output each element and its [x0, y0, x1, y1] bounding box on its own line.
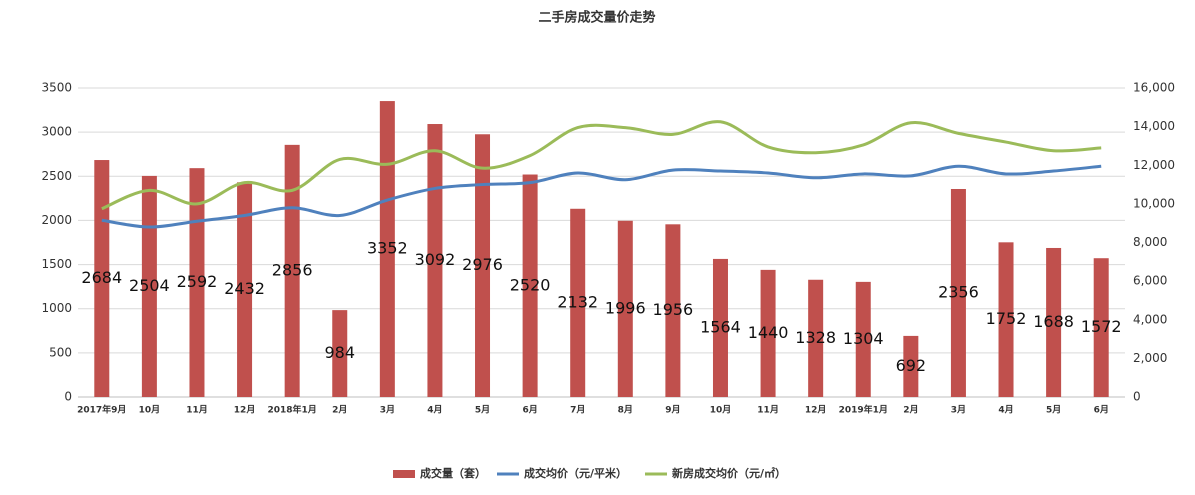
bar: [475, 134, 491, 397]
x-tick-label: 6月: [1094, 405, 1109, 416]
line: [101, 120, 1102, 211]
data-label: 2132: [557, 292, 598, 311]
bar: [332, 310, 348, 397]
x-tick-label: 8月: [618, 405, 633, 416]
bar: [903, 335, 919, 397]
data-label: 2520: [510, 275, 551, 294]
y-tick-label: 3000: [41, 125, 72, 139]
y-tick-label: 0: [64, 390, 72, 404]
data-label: 3352: [367, 239, 408, 258]
chart-title: 二手房成交量价走势: [538, 10, 655, 26]
data-label: 1996: [605, 298, 646, 317]
data-label: 1956: [653, 300, 694, 319]
bar: [760, 269, 776, 397]
bar: [1093, 258, 1109, 397]
bar: [427, 124, 443, 397]
x-tick-label: 6月: [522, 405, 537, 416]
x-tick-label: 3月: [951, 405, 966, 416]
x-tick-label: 5月: [475, 405, 490, 416]
bar: [808, 279, 824, 397]
data-label: 1688: [1033, 312, 1074, 331]
legend-swatch: [393, 470, 415, 478]
bar: [712, 258, 728, 397]
bar: [1046, 247, 1062, 397]
x-tick-label: 12月: [805, 405, 827, 416]
x-tick-label: 11月: [186, 405, 208, 416]
y-tick-label: 3500: [41, 81, 72, 95]
y2-tick-label: 16,000: [1133, 81, 1175, 95]
data-label: 692: [896, 356, 927, 375]
x-tick-label: 2月: [332, 405, 347, 416]
x-tick-label: 2019年1月: [839, 404, 888, 416]
bar: [665, 224, 681, 397]
bar: [237, 182, 253, 397]
data-label: 2976: [462, 255, 503, 274]
y-tick-label: 1500: [41, 257, 72, 271]
y2-tick-label: 0: [1133, 390, 1141, 404]
y-tick-label: 2500: [41, 169, 72, 183]
x-tick-label: 5月: [1046, 405, 1061, 416]
y2-tick-label: 14,000: [1133, 119, 1175, 133]
y-tick-label: 1000: [41, 301, 72, 315]
bar: [950, 188, 966, 397]
bar: [522, 174, 538, 397]
data-label: 2684: [81, 268, 122, 287]
data-label: 3092: [415, 250, 456, 269]
y2-tick-label: 10,000: [1133, 196, 1175, 210]
y-tick-label: 500: [49, 345, 72, 359]
x-tick-label: 7月: [570, 405, 585, 416]
x-tick-label: 3月: [380, 405, 395, 416]
data-label: 2356: [938, 282, 979, 301]
bar: [379, 101, 395, 397]
x-tick-label: 9月: [665, 405, 680, 416]
bar: [855, 281, 871, 397]
x-tick-label: 11月: [757, 405, 779, 416]
x-tick-label: 4月: [998, 405, 1013, 416]
data-label: 1328: [795, 328, 836, 347]
x-tick-label: 10月: [139, 405, 161, 416]
y-tick-label: 2000: [41, 213, 72, 227]
bar: [617, 220, 633, 397]
data-label: 2432: [224, 279, 265, 298]
line: [101, 164, 1102, 229]
y2-tick-label: 12,000: [1133, 158, 1175, 172]
x-tick-label: 12月: [234, 405, 256, 416]
y2-tick-label: 2,000: [1133, 351, 1167, 365]
y2-tick-label: 8,000: [1133, 235, 1167, 249]
y2-tick-label: 6,000: [1133, 274, 1167, 288]
legend-label: 新房成交均价（元/㎡）: [672, 466, 786, 480]
x-tick-label: 2018年1月: [268, 404, 317, 416]
legend-label: 成交均价（元/平米）: [524, 466, 627, 480]
x-tick-label: 2月: [903, 405, 918, 416]
data-label: 2504: [129, 276, 170, 295]
y2-tick-label: 4,000: [1133, 312, 1167, 326]
legend-label: 成交量（套）: [420, 466, 486, 480]
bar: [141, 175, 157, 397]
bar: [570, 208, 586, 397]
bar: [94, 160, 110, 397]
bar: [189, 168, 205, 397]
x-tick-label: 10月: [710, 405, 732, 416]
data-label: 2592: [177, 272, 218, 291]
data-label: 984: [324, 343, 355, 362]
x-tick-label: 4月: [427, 405, 442, 416]
data-label: 1440: [748, 323, 789, 342]
data-label: 2856: [272, 260, 313, 279]
data-label: 1752: [986, 309, 1027, 328]
data-label: 1572: [1081, 317, 1122, 336]
bar: [998, 242, 1014, 397]
data-label: 1564: [700, 317, 741, 336]
x-tick-label: 2017年9月: [77, 404, 126, 416]
data-label: 1304: [843, 329, 884, 348]
